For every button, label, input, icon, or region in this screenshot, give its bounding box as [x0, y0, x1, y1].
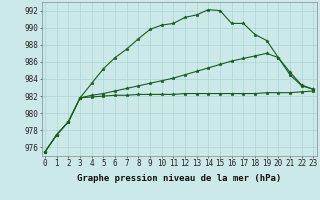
- X-axis label: Graphe pression niveau de la mer (hPa): Graphe pression niveau de la mer (hPa): [77, 174, 281, 183]
